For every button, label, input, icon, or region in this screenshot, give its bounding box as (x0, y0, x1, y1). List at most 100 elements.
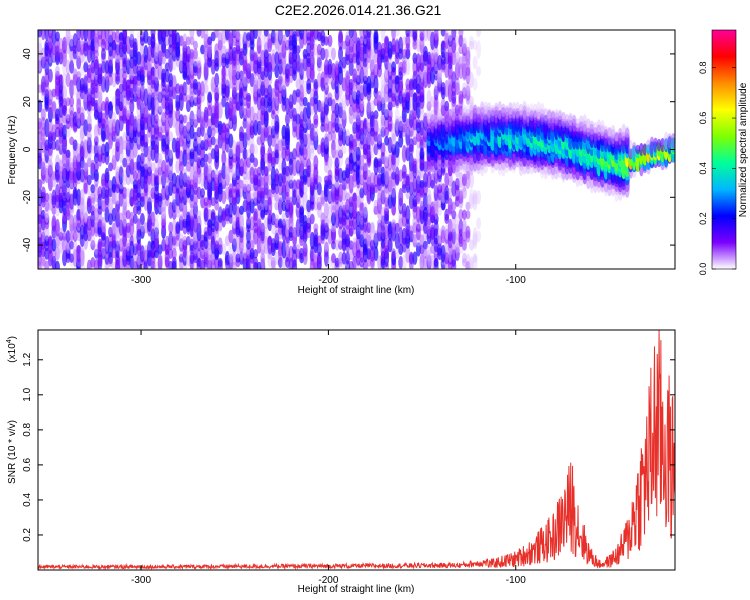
spectrogram-cell (203, 162, 209, 180)
spectrogram-cell (161, 213, 167, 225)
spectrogram-cell (79, 259, 85, 269)
spectrogram-cell (377, 90, 382, 104)
spectrogram-cell (274, 38, 280, 52)
spectrogram-cell (246, 189, 252, 206)
spectrogram-cell (143, 155, 149, 170)
spectrogram-cell (412, 30, 418, 40)
spectrogram-cell (65, 149, 71, 159)
spectrogram-cell (228, 133, 234, 149)
spectrogram-cell (203, 33, 209, 49)
spectrogram-cell (373, 199, 379, 213)
spectrogram-cell (118, 136, 124, 146)
spectrogram-cell (111, 222, 117, 242)
spectrogram-cell (168, 162, 174, 181)
snr-y-tick-label: 0.2 (22, 528, 33, 542)
spectrogram-cell (387, 107, 393, 122)
spectrogram-cell (168, 149, 174, 159)
spectrogram-cell (341, 109, 347, 129)
spectrogram-cell (164, 158, 170, 175)
spectrogram-cell (309, 123, 315, 142)
spectrogram-cell (249, 72, 255, 88)
spectrogram-cell (235, 236, 241, 255)
spectrogram-cell (51, 30, 57, 45)
spectrogram-cell (217, 30, 223, 40)
spectrogram-cell (79, 106, 85, 123)
spectrogram-cell (384, 166, 390, 186)
spectrogram-cell (242, 248, 248, 259)
spectrogram-cell (118, 67, 124, 84)
spectrogram-cell (154, 136, 160, 154)
spectrogram-cell (260, 256, 266, 269)
spectrogram-cell (90, 159, 96, 174)
spectrogram-cell (196, 210, 202, 220)
spectrogram-cell (228, 253, 234, 263)
spectrogram-cell (331, 205, 336, 216)
spectrogram-cell (242, 53, 248, 72)
spectrogram-cell (313, 131, 319, 151)
spectrogram-cell (161, 199, 167, 213)
spectrogram-cell (157, 111, 163, 127)
spectrogram-cell (185, 175, 191, 185)
spectrogram-cell (338, 46, 344, 62)
spectrogram-cell (217, 101, 223, 119)
spectrogram-x-tick-label: -100 (506, 275, 526, 286)
spectrogram-cell (380, 96, 386, 116)
spectrogram-cell (362, 202, 368, 219)
spectrogram-cell (122, 218, 128, 237)
spectrogram-cell (458, 30, 464, 39)
spectrogram-cell (65, 30, 71, 46)
spectrogram-cell (51, 205, 57, 215)
spectrogram-cell (306, 42, 312, 57)
spectrogram-cell (231, 86, 237, 100)
spectrogram-cell (302, 182, 308, 195)
colorbar-tick-label: 0.8 (698, 61, 708, 74)
spectrogram-y-tick-label: 20 (22, 96, 33, 108)
spectrogram-cell (161, 206, 167, 223)
spectrogram-cell (79, 211, 85, 227)
spectrogram-cell (104, 141, 110, 158)
spectrogram-cell (90, 191, 96, 204)
spectrogram-cell (115, 168, 121, 183)
spectrogram-cell (352, 237, 358, 253)
spectrogram-cell (263, 166, 269, 177)
spectrogram-cell (285, 245, 290, 263)
spectrogram-cell (132, 118, 138, 138)
spectrogram-cell (320, 47, 326, 61)
spectrogram-cell (398, 188, 404, 207)
spectrogram-cell (58, 114, 64, 132)
spectrogram-cell (76, 112, 82, 127)
spectrogram-cell (161, 68, 167, 83)
spectrogram-cell (93, 56, 99, 69)
spectrogram-cell (111, 119, 117, 137)
spectrogram-cell (100, 216, 106, 230)
spectrogram-cell (86, 174, 92, 186)
spectrogram-cell (62, 49, 68, 68)
spectrogram-cell (408, 225, 414, 239)
spectrogram-cell (369, 182, 375, 195)
spectrogram-cell (334, 179, 340, 189)
spectrogram-cell (69, 136, 75, 146)
spectrogram-cell (302, 192, 308, 202)
spectrogram-cell (270, 48, 276, 68)
spectrogram-cell (327, 34, 333, 47)
spectrogram-cell (277, 52, 283, 65)
spectrogram-cell (62, 73, 68, 87)
spectrogram-cell (203, 40, 209, 50)
spectrogram-cell (132, 214, 138, 224)
spectrogram-cell (200, 140, 206, 151)
spectrogram-cell (129, 235, 135, 247)
spectrogram-cell (79, 112, 85, 126)
spectrogram-cell (125, 174, 131, 186)
spectrogram-cell (193, 196, 198, 208)
spectrogram-cell (260, 223, 266, 233)
spectrogram-cell (150, 146, 156, 161)
spectrogram-cell (352, 30, 358, 44)
spectrogram-cell (93, 162, 99, 172)
spectrogram-cell (433, 30, 439, 41)
spectrogram-cell (178, 171, 184, 189)
spectrogram-cell (235, 70, 241, 81)
spectrogram-y-tick-label: 0 (22, 146, 33, 152)
spectrogram-cell (292, 244, 298, 255)
spectrogram-cell (65, 186, 71, 200)
